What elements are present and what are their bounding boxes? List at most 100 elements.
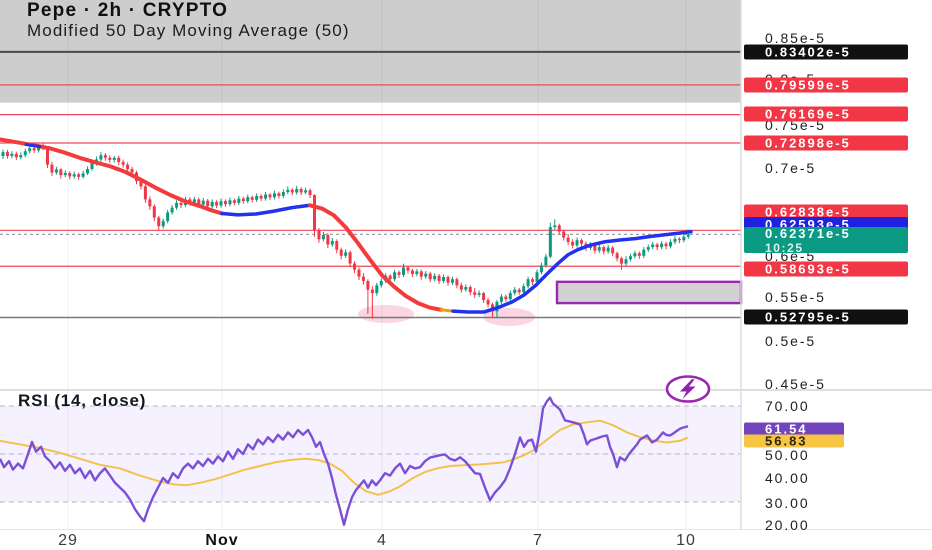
price-scale-label: 20.00 (765, 517, 810, 533)
price-scale-label: 0.45e-5 (765, 376, 826, 392)
candle-body (504, 296, 508, 300)
time-axis-label: 10 (676, 532, 696, 549)
candle-body (473, 292, 477, 295)
candle-body (344, 252, 348, 256)
candle-body (308, 190, 312, 196)
candle-body (201, 200, 205, 205)
candle-body (46, 147, 49, 165)
time-axis[interactable]: 29 Nov 4 7 10 (0, 530, 932, 550)
demand-box (555, 280, 743, 305)
candle-body (682, 236, 686, 241)
moving-average-line (308, 203, 443, 312)
candle-body (669, 241, 672, 247)
price-scale-label: 0.7e-5 (765, 160, 817, 176)
candle-body (272, 193, 276, 198)
symbol-title[interactable]: Pepe · 2h · CRYPTO (27, 0, 229, 21)
candle-body (290, 189, 294, 193)
candle-body (357, 269, 361, 277)
lightning-icon[interactable] (662, 372, 714, 406)
candle-body (348, 252, 352, 264)
candle-body (660, 243, 664, 248)
candle-body (157, 217, 161, 227)
candle-body (615, 253, 619, 259)
candle-body (72, 174, 76, 177)
price-badge: 56.83 (744, 434, 844, 449)
candle-body (210, 202, 214, 207)
candle-body (424, 273, 428, 277)
candle-body (468, 287, 472, 293)
time-axis-label: Nov (205, 532, 239, 549)
candle-body (410, 270, 414, 275)
candle-body (50, 164, 54, 173)
bottom-highlight-ellipse-1 (358, 305, 414, 323)
candle-body (433, 275, 437, 280)
price-badge: 0.58693e-5 (744, 261, 908, 277)
candle-body (59, 169, 63, 176)
candle-body (646, 247, 650, 250)
candle-body (326, 234, 330, 245)
candle-body (170, 207, 174, 213)
candle-body (419, 271, 423, 277)
candle-body (415, 271, 419, 275)
candle-body (166, 212, 170, 222)
price-scale-label: 30.00 (765, 495, 810, 511)
candle-body (112, 157, 116, 160)
price-scale-label: 50.00 (765, 447, 810, 463)
candle-body (10, 153, 14, 157)
candle-body (544, 256, 548, 266)
rsi-pane-title[interactable]: RSI (14, close) (18, 391, 147, 410)
candle-body (597, 247, 601, 251)
price-scale-label: 0.5e-5 (765, 333, 817, 349)
candle-body (179, 202, 183, 206)
legend: Pepe · 2h · CRYPTO Modified 50 Day Movin… (27, 1, 350, 40)
candle-body (277, 193, 281, 196)
price-scale-label: 0.85e-5 (765, 30, 826, 46)
candle-body (23, 151, 27, 156)
candle-body (259, 195, 263, 199)
candle-body (232, 200, 236, 203)
candle-body (397, 272, 401, 275)
candle-body (522, 286, 526, 293)
candle-body (99, 155, 103, 160)
candle-body (32, 148, 36, 151)
candle-body (330, 241, 334, 245)
time-axis-label: 7 (533, 532, 543, 549)
time-axis-label: 4 (377, 532, 387, 549)
candle-body (81, 173, 85, 177)
candle-body (206, 200, 210, 207)
candle-body (428, 273, 432, 280)
indicator-title[interactable]: Modified 50 Day Moving Average (50) (27, 21, 350, 40)
candle-body (224, 201, 227, 205)
time-axis-label: 29 (58, 532, 78, 549)
price-badge: 61.54 (744, 422, 844, 437)
price-scale[interactable]: 0.85e-50.8e-50.75e-50.7e-50.6e-50.55e-50… (741, 0, 932, 533)
candle-body (86, 169, 90, 174)
moving-average-line (451, 229, 693, 314)
candle-body (455, 279, 459, 286)
candle-body (246, 197, 250, 202)
candle-body (255, 195, 259, 200)
candle-body (366, 280, 370, 290)
price-scale-label: 40.00 (765, 470, 810, 486)
candle-body (108, 157, 112, 160)
candle-body (37, 146, 41, 151)
candle-body (388, 275, 392, 280)
moving-average-line (439, 308, 455, 313)
candle-body (321, 234, 325, 240)
candle-body (63, 172, 67, 176)
candle-body (379, 280, 383, 286)
candle-body (103, 155, 107, 158)
candle-body (566, 237, 570, 242)
candle-body (642, 249, 646, 256)
candle-body (548, 227, 552, 257)
candle-body (580, 240, 583, 244)
candle-body (117, 157, 121, 163)
candle-body (513, 289, 517, 294)
candle-body (526, 279, 530, 287)
candle-body (602, 247, 606, 252)
candle-body (442, 277, 446, 281)
candle-body (268, 194, 272, 198)
candle-body (1, 152, 5, 157)
candle-body (54, 169, 58, 173)
price-badge: 0.83402e-5 (744, 44, 908, 60)
